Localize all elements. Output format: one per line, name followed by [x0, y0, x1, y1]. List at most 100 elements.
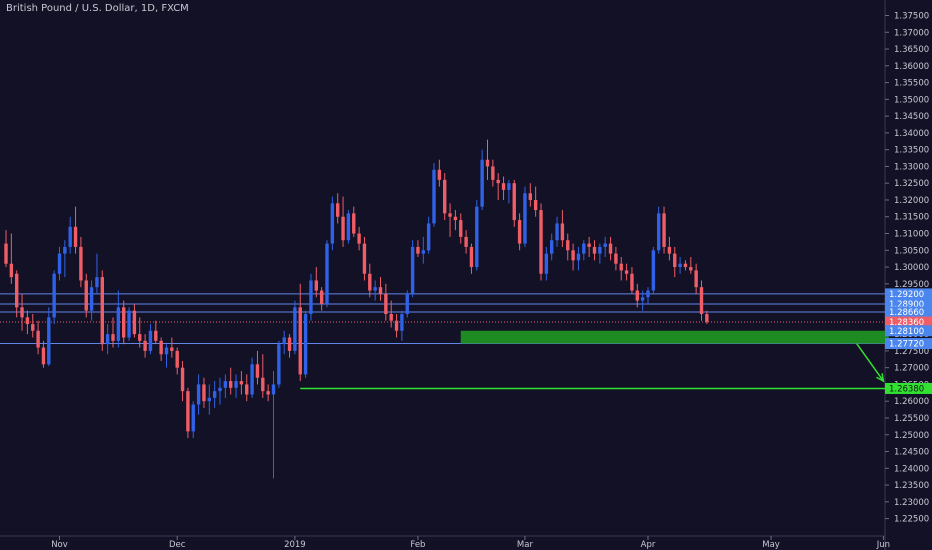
candle-body [673, 253, 677, 268]
candle-body [41, 347, 46, 365]
candle-body [309, 280, 313, 315]
y-tick-label: 1.24500 [894, 448, 929, 458]
candle-body [89, 287, 94, 311]
candle-body [325, 243, 329, 304]
demand-zone [460, 330, 889, 344]
candle-body [4, 243, 8, 264]
candle-body [624, 270, 629, 274]
candle-body [555, 223, 559, 241]
candle-body [116, 307, 121, 341]
price-tag-label: 1.29200 [889, 290, 924, 300]
price-tag-label: 1.26380 [889, 384, 924, 394]
candle-body [9, 263, 14, 278]
candle-body [662, 213, 666, 247]
candle-body [25, 317, 30, 325]
candle-body [36, 330, 40, 348]
candle-body [20, 307, 24, 318]
candle-body [154, 330, 158, 341]
candle-body [245, 384, 249, 395]
y-tick-label: 1.33500 [894, 146, 929, 156]
price-tag-label: 1.27720 [889, 340, 924, 350]
candle-body [170, 347, 174, 351]
y-tick-label: 1.27000 [894, 364, 929, 374]
candle-body [373, 287, 377, 291]
candle-body [212, 391, 217, 398]
y-tick-label: 1.31500 [894, 213, 929, 223]
candle-body [426, 223, 431, 251]
candle-body [453, 216, 458, 221]
candle-body [175, 350, 179, 368]
x-tick-label: May [762, 540, 780, 550]
candle-body [266, 391, 270, 395]
x-tick-label: 2019 [284, 540, 306, 550]
candle-body [539, 210, 543, 274]
candle-body [68, 226, 72, 247]
candle-body [330, 203, 335, 244]
candle-body [464, 236, 468, 247]
y-tick-label: 1.36500 [894, 45, 929, 55]
candle-body [646, 290, 650, 298]
candle-body [480, 159, 484, 207]
x-tick-label: Feb [410, 540, 425, 550]
y-tick-label: 1.32500 [894, 179, 929, 189]
candle-body [31, 324, 35, 331]
x-tick-label: Nov [51, 540, 68, 550]
price-tag [885, 325, 932, 337]
y-tick-label: 1.23000 [894, 498, 929, 508]
candle-body [229, 381, 233, 388]
candle-body [523, 193, 527, 244]
candle-body [614, 253, 618, 264]
candle-body [544, 253, 549, 274]
candle-body [389, 314, 393, 321]
candle-body [303, 314, 308, 375]
y-tick-label: 1.34500 [894, 112, 929, 122]
candle-body [416, 246, 420, 254]
candle-body [223, 381, 228, 388]
candle-body [277, 344, 281, 385]
candle-body [196, 384, 201, 405]
candle-body [608, 243, 613, 254]
price-tag [885, 382, 932, 394]
candle-body [582, 243, 586, 254]
x-tick-label: Dec [169, 540, 186, 550]
y-tick-label: 1.34000 [894, 129, 929, 139]
candle-body [63, 246, 67, 254]
price-tag [885, 338, 932, 350]
candle-body [400, 314, 404, 331]
candle-body [507, 183, 511, 190]
y-tick-label: 1.25000 [894, 431, 929, 441]
candle-body [448, 213, 452, 217]
candle-body [501, 183, 506, 190]
candle-body [384, 293, 388, 315]
price-tag-label: 1.28660 [889, 308, 924, 318]
candle-body [362, 243, 367, 274]
candle-body [560, 223, 565, 241]
candle-body [159, 340, 163, 355]
target-arrow-shaft [856, 343, 885, 382]
y-tick-label: 1.37000 [894, 28, 929, 38]
chart-title: British Pound / U.S. Dollar, 1D, FXCM [6, 3, 189, 14]
target-arrow-head [876, 373, 885, 383]
candle-body [485, 159, 490, 167]
candle-body [148, 330, 153, 351]
candle-body [100, 277, 104, 345]
y-tick-label: 1.37500 [894, 12, 929, 22]
candle-body [443, 179, 447, 214]
candle-body [111, 334, 115, 341]
candle-body [79, 246, 83, 281]
price-tag-label: 1.28100 [889, 327, 924, 337]
y-tick-label: 1.27500 [894, 347, 929, 357]
candle-body [132, 310, 137, 335]
candle-body [705, 314, 709, 323]
candle-body [138, 334, 142, 341]
candle-body [683, 263, 688, 268]
y-tick-label: 1.32000 [894, 196, 929, 206]
y-tick-label: 1.24000 [894, 464, 929, 474]
price-tag-label: 1.28900 [889, 300, 924, 310]
candle-body [15, 273, 19, 308]
candle-body [432, 169, 436, 224]
candle-body [576, 253, 581, 261]
x-tick-label: Mar [517, 540, 534, 550]
